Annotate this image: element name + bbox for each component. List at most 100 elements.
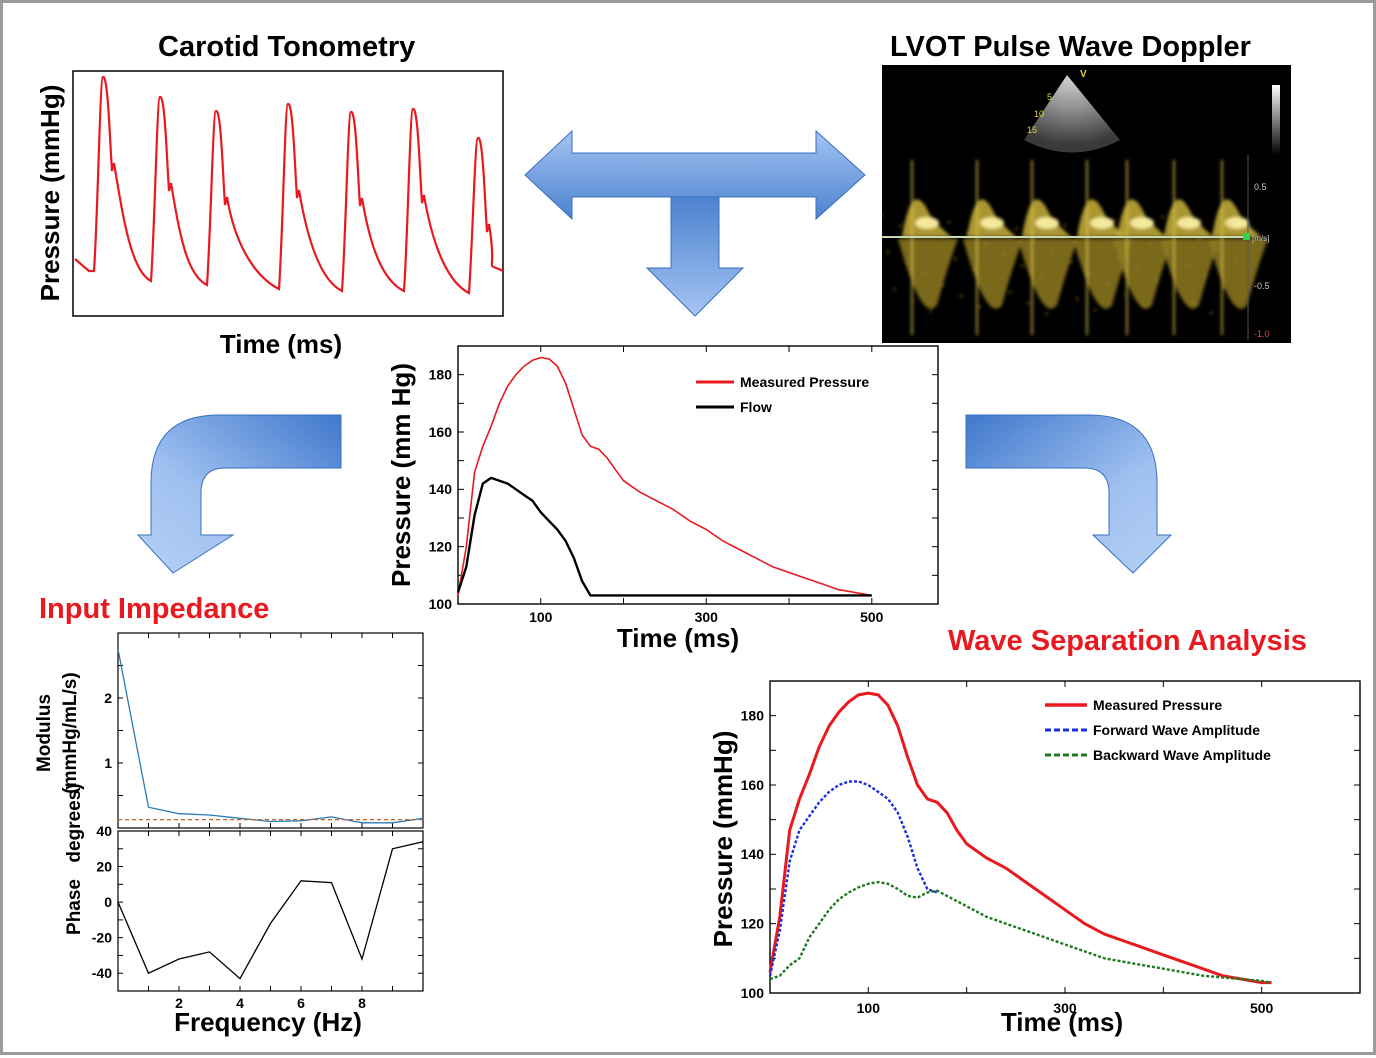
x-tick-label: 100 — [529, 609, 553, 625]
x-tick-label: 8 — [358, 995, 366, 1011]
legend-label: Forward Wave Amplitude — [1093, 722, 1260, 738]
y-tick-label: 100 — [429, 596, 453, 612]
frequency-axis-label: Frequency (Hz) — [174, 1007, 362, 1037]
doppler-speckle — [905, 261, 908, 265]
doppler-speckle — [1118, 256, 1122, 260]
phase-unit-label: degrees) — [64, 783, 85, 862]
doppler-speckle — [892, 287, 896, 291]
doppler-speckle — [1088, 271, 1091, 275]
modulus-label: Modulus — [34, 694, 55, 772]
doppler-speckle — [1234, 259, 1238, 263]
tonometry-waveform — [74, 75, 504, 295]
measured-pressure-line — [768, 691, 1272, 985]
doppler-speckle — [1045, 312, 1049, 316]
curved-arrow-right — [965, 414, 1173, 574]
doppler-speckle — [923, 272, 927, 276]
y-tick-label: 2 — [104, 690, 112, 706]
y-axis-label: Pressure (mm Hg) — [386, 363, 416, 587]
tonometry-plot-frame — [72, 70, 504, 317]
legend-label: Backward Wave Amplitude — [1093, 747, 1271, 763]
velocity-scale-marker — [1243, 233, 1250, 240]
doppler-speckle — [1179, 226, 1183, 230]
x-tick-label: 6 — [297, 995, 305, 1011]
x-axis-label: Time (ms) — [1001, 1007, 1123, 1037]
doppler-speckle — [984, 242, 988, 246]
doppler-speckle — [947, 220, 951, 224]
scale-label-unit: [m/s] — [1252, 234, 1269, 243]
scale-label-neg-1-0: -1.0 — [1254, 329, 1270, 339]
doppler-speckle — [1216, 248, 1219, 252]
doppler-speckle — [1155, 278, 1158, 282]
doppler-speckle — [1027, 301, 1030, 305]
doppler-bright-spot — [1090, 217, 1114, 229]
plot-area — [457, 345, 939, 605]
y-tick-label: 180 — [429, 367, 453, 383]
legend-label: Measured Pressure — [1093, 697, 1222, 713]
curved-arrow-left — [136, 414, 342, 574]
legend-label: Measured Pressure — [740, 374, 869, 390]
doppler-speckle — [882, 213, 884, 217]
doppler-speckle — [1142, 304, 1146, 308]
x-tick-label: 500 — [860, 609, 884, 625]
doppler-bright-spot — [980, 217, 1004, 229]
doppler-speckle — [1002, 253, 1006, 257]
doppler-speckle — [959, 294, 963, 298]
wave-separation-title: Wave Separation Analysis — [948, 625, 1307, 657]
y-tick-label: 120 — [429, 539, 453, 555]
scale-label-0-5: 0.5 — [1254, 182, 1267, 192]
y-tick-label: 160 — [429, 424, 453, 440]
y-tick-label: 140 — [429, 481, 453, 497]
y-tick-label: -20 — [92, 930, 112, 946]
doppler-speckle — [1014, 227, 1018, 231]
tonometry-trace — [74, 75, 504, 295]
plot-area — [117, 830, 424, 992]
doppler-speckle — [1063, 223, 1067, 227]
grayscale-bar — [1272, 85, 1280, 155]
doppler-speckle — [911, 298, 914, 302]
doppler-speckle — [990, 279, 994, 283]
depth-label-10: 10 — [1034, 109, 1044, 119]
x-tick-label: 2 — [175, 995, 183, 1011]
depth-label-5: 5 — [1047, 92, 1052, 102]
doppler-speckle — [1191, 300, 1195, 304]
doppler-speckle — [1112, 219, 1116, 223]
tonometry-x-axis-label: Time (ms) — [220, 329, 342, 359]
y-tick-label: 40 — [96, 823, 112, 839]
doppler-speckle — [1167, 252, 1171, 256]
doppler-speckle — [1106, 282, 1110, 286]
doppler-speckle — [929, 309, 933, 313]
scale-label-neg-0-5: -0.5 — [1254, 281, 1270, 291]
y-tick-label: 140 — [741, 846, 765, 862]
depth-label-15: 15 — [1027, 125, 1037, 135]
doppler-speckle — [1094, 308, 1097, 312]
doppler-speckle — [1100, 245, 1103, 249]
input-impedance-title: Input Impedance — [39, 593, 270, 625]
pressure-flow-chart: 100 300 500 100 120 140 160 180 Measured Pressur… — [386, 345, 939, 653]
doppler-speckle — [1039, 275, 1042, 279]
doppler-bright-spot — [1035, 217, 1059, 229]
doppler-speckle — [1033, 238, 1036, 242]
doppler-speckle — [1210, 311, 1213, 315]
y-axis-label: Pressure (mmHg) — [708, 731, 738, 948]
legend-label: Flow — [740, 399, 772, 415]
y-tick-label: 160 — [741, 777, 765, 793]
carotid-tonometry-title: Carotid Tonometry — [158, 31, 416, 63]
down-arrow — [645, 196, 745, 317]
doppler-speckle — [1240, 296, 1244, 300]
doppler-speckle — [1124, 293, 1128, 297]
x-tick-label: 300 — [1053, 1000, 1077, 1016]
x-tick-label: 500 — [1250, 1000, 1274, 1016]
doppler-speckle — [1136, 267, 1140, 271]
forward-wave-amplitude-line — [768, 780, 938, 976]
doppler-speckle — [1075, 297, 1079, 301]
modulus-unit-label: (mmHg/mL/s) — [60, 672, 81, 793]
doppler-bright-spot — [1130, 217, 1154, 229]
y-tick-label: 100 — [741, 985, 765, 1001]
phase-label: Phase — [64, 879, 85, 935]
doppler-bright-spot — [1225, 217, 1249, 229]
x-tick-label: 4 — [236, 995, 244, 1011]
echo-sector-thumbnail — [1024, 75, 1120, 153]
x-tick-label: 100 — [857, 1000, 881, 1016]
plot-area — [769, 680, 1361, 994]
doppler-marker-v: V — [1080, 69, 1087, 80]
